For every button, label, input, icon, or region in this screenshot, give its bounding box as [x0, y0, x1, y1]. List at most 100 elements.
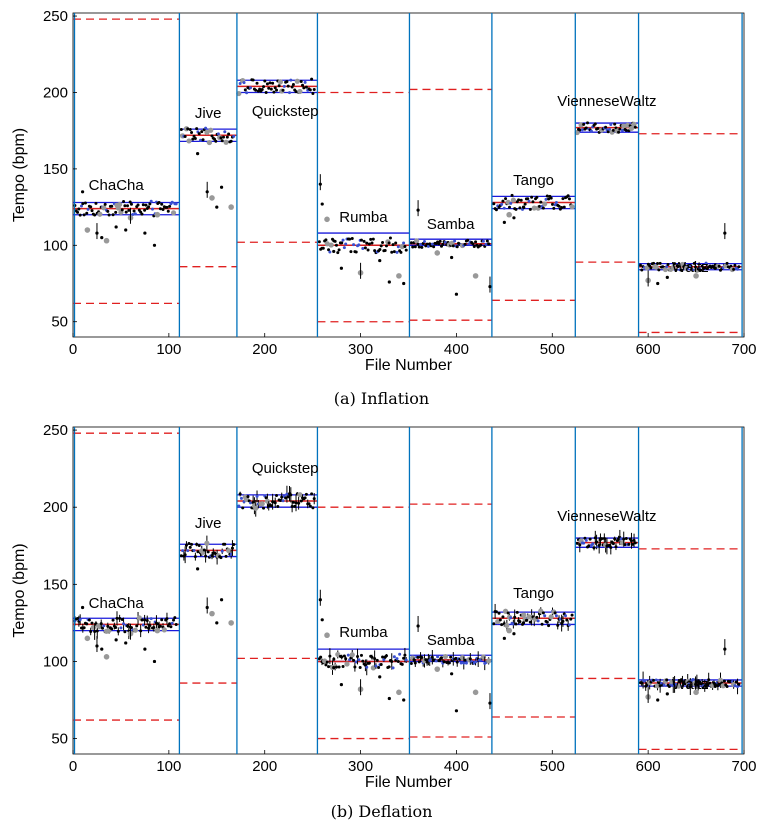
estimate-point [357, 243, 361, 247]
x-tick-label: 100 [156, 758, 181, 775]
estimate-point [273, 86, 277, 90]
segment-viennesewaltz [574, 121, 639, 263]
estimate-point [519, 198, 523, 202]
estimate-point [281, 499, 285, 503]
outlier-point [143, 231, 147, 235]
estimate-point [111, 213, 115, 217]
chart-deflation: ChaCha Jive Quickstep Rumba Samba Tango Vienne… [11, 422, 757, 791]
estimate-point [658, 684, 662, 688]
estimate-point [640, 681, 644, 685]
estimate-point [107, 213, 111, 217]
estimate-point [225, 135, 229, 139]
outlier-point [434, 250, 441, 256]
estimate-point [593, 536, 597, 540]
x-tick-label: 200 [252, 341, 277, 358]
outlier-point [324, 216, 330, 223]
outlier-point [154, 211, 161, 218]
estimate-point [297, 501, 301, 505]
estimate-point [391, 666, 395, 670]
estimate-point [462, 661, 466, 665]
estimate-point [168, 204, 172, 208]
x-axis-label: File Number [365, 357, 453, 374]
segment-label-chacha: ChaCha [89, 595, 145, 612]
estimate-point [597, 543, 601, 547]
chart-panel-inflation: ChaCha Jive Quickstep Rumba Samba Tango Vienne… [11, 8, 757, 408]
x-tick-label: 600 [636, 341, 661, 358]
estimate-point [494, 208, 498, 212]
estimate-point [223, 130, 227, 134]
estimate-point [629, 539, 633, 543]
estimate-point [531, 200, 535, 204]
estimate-point-gray [204, 540, 210, 546]
outlier-point [512, 632, 516, 636]
estimate-point [497, 611, 501, 615]
estimate-point [554, 614, 558, 618]
estimate-point [691, 268, 695, 272]
estimate-point-gray [324, 241, 330, 247]
estimate-point [396, 659, 400, 663]
estimate-point [717, 264, 721, 268]
estimate-point [517, 198, 521, 202]
estimate-point-gray [297, 88, 303, 95]
estimate-point [184, 543, 188, 547]
estimate-point-gray [226, 547, 232, 554]
x-tick-label: 0 [69, 758, 77, 775]
estimate-point [110, 627, 114, 631]
estimate-point [348, 237, 352, 241]
outlier-point [512, 216, 516, 220]
estimate-point [654, 678, 658, 682]
estimate-point [280, 495, 284, 499]
estimate-point [459, 661, 463, 665]
estimate-point-gray [628, 125, 635, 132]
estimate-point [255, 81, 259, 85]
estimate-point-gray [621, 123, 627, 129]
estimate-point [688, 263, 692, 267]
estimate-point [358, 666, 362, 670]
estimate-point [403, 653, 407, 657]
outlier-point [84, 227, 91, 233]
estimate-point [600, 537, 604, 541]
estimate-point [560, 206, 564, 210]
outlier-point [219, 598, 224, 602]
estimate-point [515, 610, 519, 614]
chart-panel-deflation: ChaCha Jive Quickstep Rumba Samba Tango Vienne… [0, 417, 763, 833]
estimate-point [447, 661, 451, 665]
estimate-point [657, 268, 661, 272]
estimate-point [255, 494, 259, 498]
estimate-point [394, 241, 398, 245]
estimate-point [310, 77, 314, 81]
x-tick-label: 700 [731, 758, 756, 775]
estimate-point [527, 199, 531, 203]
estimate-point [547, 624, 551, 628]
outlier-point [114, 225, 118, 229]
outlier-point [219, 185, 224, 189]
outlier-point [84, 635, 91, 642]
estimate-point [413, 661, 417, 665]
estimate-point [498, 618, 502, 622]
estimate-point [717, 682, 721, 686]
estimate-point-gray [653, 264, 659, 270]
estimate-point [143, 208, 147, 212]
estimate-point [618, 127, 622, 131]
estimate-point [526, 197, 530, 201]
estimate-point [359, 238, 363, 242]
estimate-point-gray [414, 238, 420, 244]
estimate-point [299, 499, 303, 503]
outlier-point [215, 621, 219, 625]
estimate-point [549, 196, 553, 200]
segment-samba [409, 88, 492, 321]
estimate-point [168, 622, 172, 626]
estimate-point [337, 665, 341, 669]
estimate-point [238, 82, 242, 86]
estimate-point [239, 496, 243, 500]
estimate-point [440, 656, 444, 660]
estimate-point [500, 202, 504, 206]
estimate-point [293, 504, 297, 508]
estimate-point [377, 665, 381, 669]
estimate-point [623, 543, 627, 547]
outlier-point [713, 682, 717, 687]
outlier-point [378, 675, 382, 679]
estimate-point [485, 239, 489, 243]
estimate-point [455, 245, 459, 249]
estimate-point [632, 538, 636, 542]
